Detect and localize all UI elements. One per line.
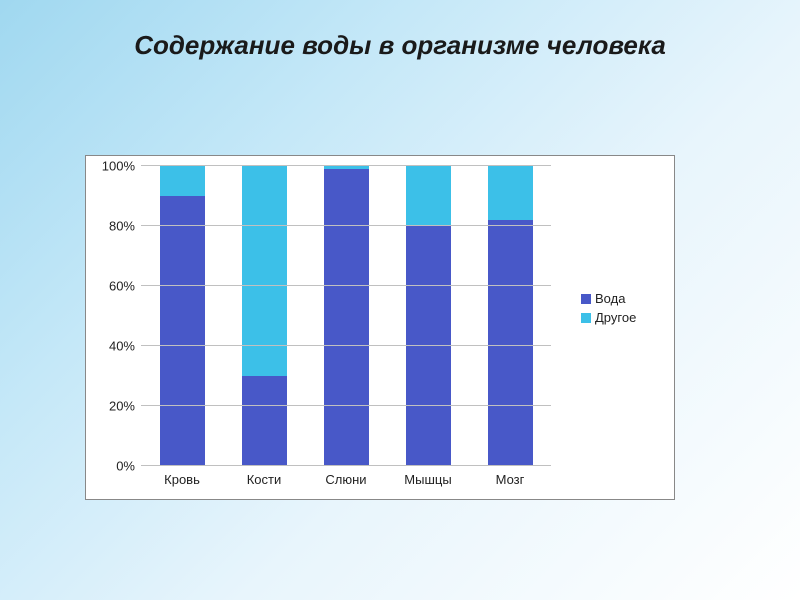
legend-swatch (581, 313, 591, 323)
plot-area: КровьКостиСлюниМышцыМозг 0%20%40%60%80%1… (141, 166, 551, 466)
gridline (141, 285, 551, 286)
y-tick-label: 100% (102, 159, 141, 174)
bar-segment (488, 220, 533, 466)
legend-item: Другое (581, 310, 636, 325)
x-tick-label: Мышцы (404, 466, 451, 487)
x-tick-label: Слюни (325, 466, 366, 487)
bar-slot: Мышцы (406, 166, 451, 466)
legend-label: Вода (595, 291, 625, 306)
bar-slot: Мозг (488, 166, 533, 466)
bar-segment (406, 166, 451, 226)
slide-title: Содержание воды в организме человека (0, 30, 800, 61)
y-tick-label: 60% (109, 279, 141, 294)
bar-segment (488, 166, 533, 220)
y-tick-label: 0% (116, 459, 141, 474)
gridline (141, 345, 551, 346)
bar (488, 166, 533, 466)
y-tick-label: 20% (109, 399, 141, 414)
slide: Содержание воды в организме человека Кро… (0, 0, 800, 600)
bar (324, 166, 369, 466)
gridline (141, 405, 551, 406)
legend-swatch (581, 294, 591, 304)
bar-segment (324, 169, 369, 466)
bar (160, 166, 205, 466)
bars-group: Кровь Кости Слюни Мышцы Мозг (141, 166, 551, 466)
gridline (141, 465, 551, 466)
chart-container: Кровь Кости Слюни Мышцы Мозг 0% 20% 40% 60% 80% 1… (85, 155, 675, 500)
bar (242, 166, 287, 466)
y-tick-label: 40% (109, 339, 141, 354)
x-tick-label: Мозг (496, 466, 525, 487)
gridline (141, 165, 551, 166)
x-tick-label: Кровь (164, 466, 200, 487)
x-tick-label: Кости (247, 466, 282, 487)
bar-slot: Кровь (160, 166, 205, 466)
y-tick-label: 80% (109, 219, 141, 234)
bar-segment (242, 376, 287, 466)
legend-label: Другое (595, 310, 636, 325)
bar-segment (160, 196, 205, 466)
bar-slot: Кости (242, 166, 287, 466)
legend-item: Вода (581, 291, 636, 306)
bar-slot: Слюни (324, 166, 369, 466)
legend: Вода Другое (581, 291, 636, 325)
bar-segment (160, 166, 205, 196)
gridline (141, 225, 551, 226)
bar-segment (406, 226, 451, 466)
bar (406, 166, 451, 466)
